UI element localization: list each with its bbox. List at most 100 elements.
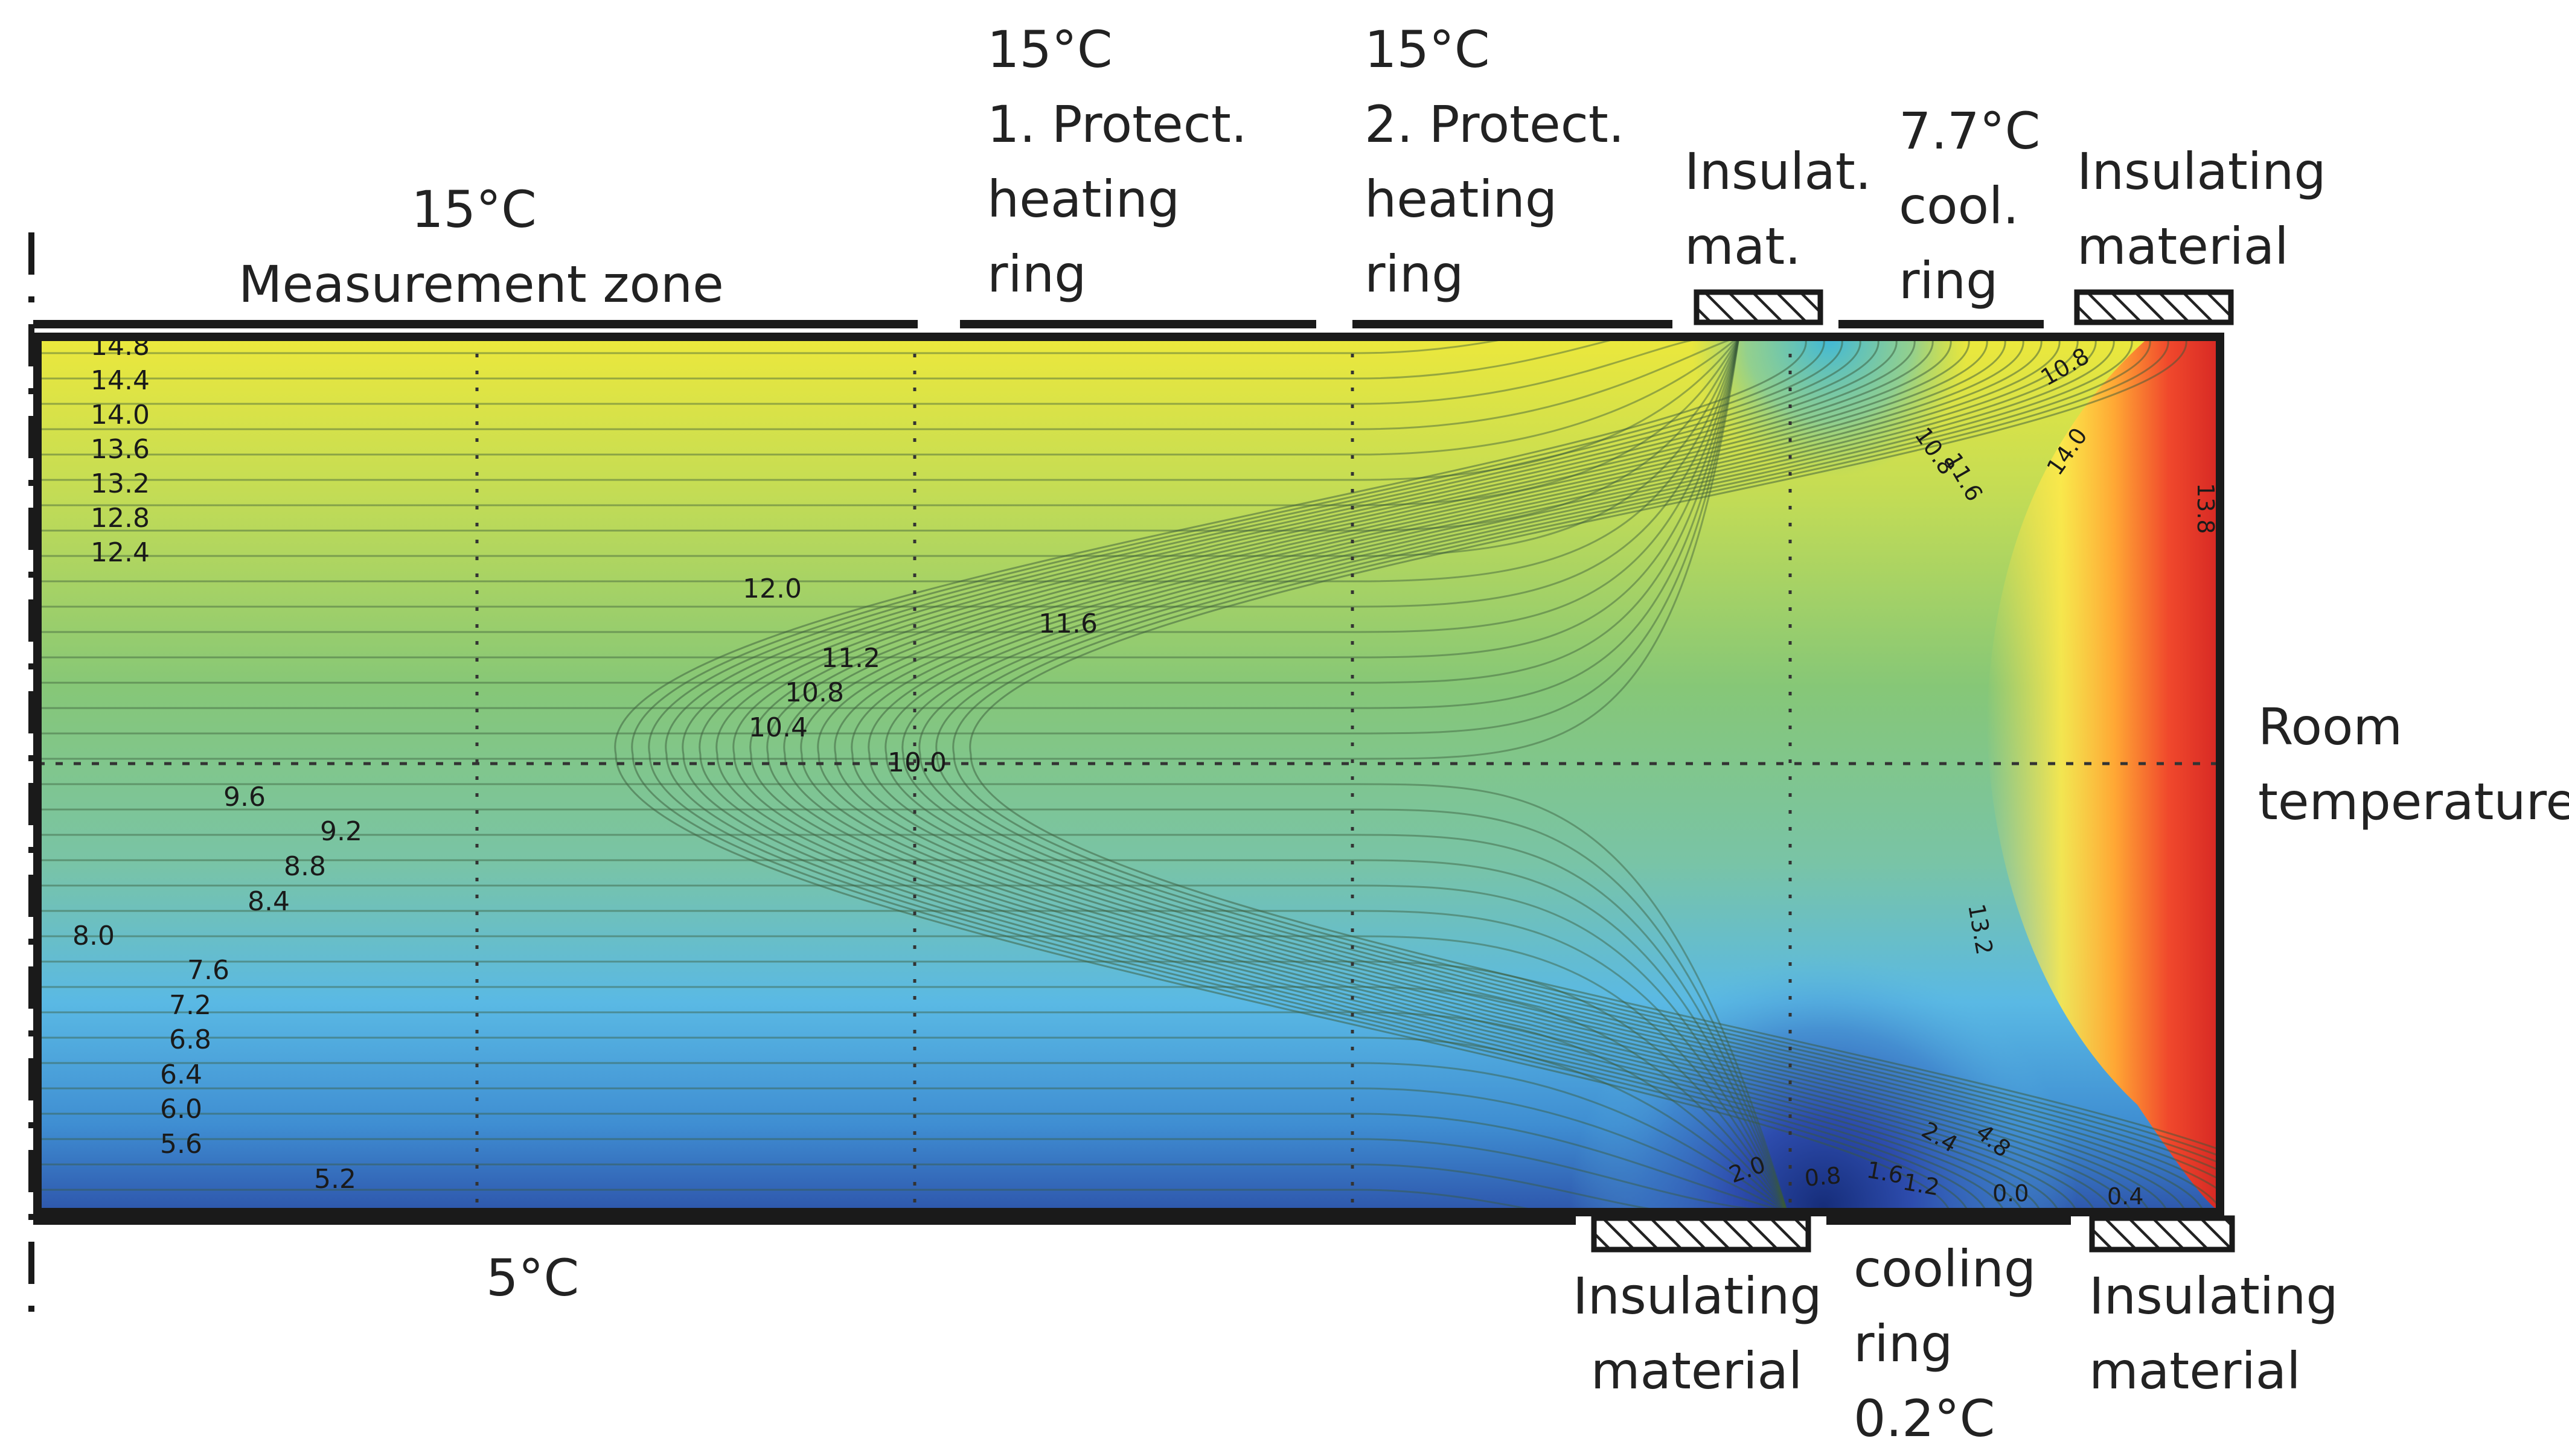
contour-line — [783, 337, 2132, 1212]
contour-value-label: 5.2 — [314, 1164, 356, 1195]
ring1-line2: heating — [987, 170, 1180, 229]
insul-bottom-right-line1: Insulating — [2089, 1266, 2338, 1326]
contour-value-label: 10.8 — [785, 677, 844, 708]
contour-line — [37, 337, 1740, 583]
contour-line — [901, 337, 2220, 1181]
room-line2: temperature — [2258, 772, 2569, 831]
bottom-plate-temp: 5°C — [486, 1248, 580, 1308]
ring2-label: 15°C 2. Protect. heating ring — [1364, 12, 1625, 311]
contour-value-label: 9.6 — [223, 782, 266, 813]
contour-line — [969, 337, 2220, 1151]
contour-line — [817, 337, 2169, 1212]
cool-ring-top-label: 7.7°C cool. ring — [1899, 94, 2040, 318]
contour-line — [699, 337, 2042, 1212]
contour-value-label: 7.6 — [187, 955, 229, 986]
contour-line — [648, 337, 1988, 1212]
insulation-block-bottom-right — [2089, 1215, 2235, 1253]
contour-value-label: 13.6 — [91, 434, 150, 465]
contour-value-label: 7.2 — [169, 990, 211, 1021]
ring1-line1: 1. Protect. — [987, 95, 1247, 154]
contour-value-label: 11.2 — [821, 643, 880, 674]
contour-value-label: 1.2 — [1901, 1169, 1941, 1201]
cool-top-line2: cool. — [1899, 176, 2020, 235]
contour-value-label: 9.2 — [320, 816, 362, 847]
bottom-plate-label: 5°C — [486, 1240, 579, 1315]
contour-value-label: 0.4 — [2107, 1183, 2143, 1210]
insulation-block-top-right — [2074, 289, 2234, 325]
grid-lines — [37, 337, 2220, 1212]
contour-line — [37, 337, 1740, 633]
contour-lines-curved — [614, 337, 2220, 1212]
contour-line — [665, 337, 2006, 1212]
ring2-line1: 2. Protect. — [1364, 95, 1625, 154]
ring2-temp: 15°C — [1364, 20, 1490, 79]
measurement-zone-name: Measurement zone — [238, 255, 724, 314]
contour-value-label: 5.6 — [160, 1129, 202, 1160]
contour-line — [682, 337, 2024, 1212]
insulation-block-top — [1694, 289, 1823, 325]
contour-line — [952, 337, 2220, 1157]
contour-line — [37, 337, 1740, 760]
contour-line — [851, 337, 2205, 1212]
ring2-line2: heating — [1364, 170, 1558, 229]
contour-line — [37, 859, 1788, 1212]
cool-bottom-line1: cooling — [1854, 1239, 2036, 1298]
contour-line — [885, 337, 2220, 1192]
contour-line — [918, 337, 2220, 1172]
contour-value-label: 6.0 — [160, 1094, 202, 1125]
contour-line — [37, 1189, 1787, 1212]
room-line1: Room — [2258, 697, 2403, 756]
contour-value-label: 13.2 — [91, 468, 150, 499]
contour-line — [37, 337, 1739, 380]
contour-line — [37, 337, 1739, 354]
contour-value-label: 8.0 — [72, 921, 115, 951]
measurement-zone-label: 15°C Measurement zone — [238, 172, 724, 322]
contour-line — [834, 337, 2187, 1212]
contour-value-label: 12.4 — [91, 537, 150, 568]
contour-line — [37, 337, 1739, 456]
contour-line — [614, 337, 1951, 1212]
insul-bottom-right-line2: material — [2089, 1341, 2301, 1400]
contour-value-label: 6.4 — [160, 1059, 202, 1090]
contour-line — [37, 337, 1739, 430]
insulating-top-right-label: Insulating material — [2077, 134, 2326, 284]
contour-value-label: 12.8 — [91, 503, 150, 534]
contour-line — [37, 1087, 1788, 1212]
measurement-zone-temp: 15°C — [411, 180, 537, 239]
insulat-top-line1: Insulat. — [1684, 142, 1872, 201]
contour-line — [37, 910, 1788, 1212]
contour-line — [37, 1011, 1788, 1212]
cool-bottom-line3: 0.2°C — [1854, 1389, 1995, 1448]
contour-line — [37, 1062, 1788, 1212]
warm-region-right — [1986, 337, 2220, 1212]
contour-line — [37, 337, 1740, 608]
contour-lines-horizontal — [37, 337, 1788, 1212]
contour-line — [631, 337, 1969, 1212]
contour-line — [715, 337, 2060, 1212]
contour-value-label: 1.6 — [1864, 1157, 1905, 1189]
contour-value-label: 10.4 — [749, 712, 808, 743]
contour-line — [732, 337, 2078, 1212]
contour-value-label: 8.8 — [284, 851, 326, 882]
contour-value-label: 13.8 — [2192, 483, 2219, 534]
contour-line — [37, 834, 1788, 1212]
contour-line — [37, 986, 1788, 1212]
contour-line — [766, 337, 2114, 1212]
cooling-ring-bottom-label: cooling ring 0.2°C — [1854, 1231, 2036, 1456]
insul-top-right-line2: material — [2077, 217, 2289, 276]
bottom-plates — [33, 1215, 2235, 1253]
contour-value-labels: 14.814.4 14.0 13.613.2 12.812.4 12.0 11.6 11.2… — [72, 331, 1098, 1195]
insulating-bottom-label: Insulating material — [1573, 1259, 1822, 1408]
contour-value-label: 11.6 — [1038, 608, 1098, 639]
contour-value-label: 14.8 — [91, 331, 150, 362]
top-plates — [33, 289, 2234, 328]
ring1-temp: 15°C — [987, 20, 1113, 79]
insulating-bottom-right-label: Insulating material — [2089, 1259, 2338, 1408]
ring1-label: 15°C 1. Protect. heating ring — [987, 12, 1247, 311]
insul-bottom-line2: material — [1590, 1341, 1803, 1400]
contour-line — [935, 337, 2220, 1164]
insulat-top-label: Insulat. mat. — [1684, 134, 1871, 284]
contour-line — [37, 337, 1740, 532]
